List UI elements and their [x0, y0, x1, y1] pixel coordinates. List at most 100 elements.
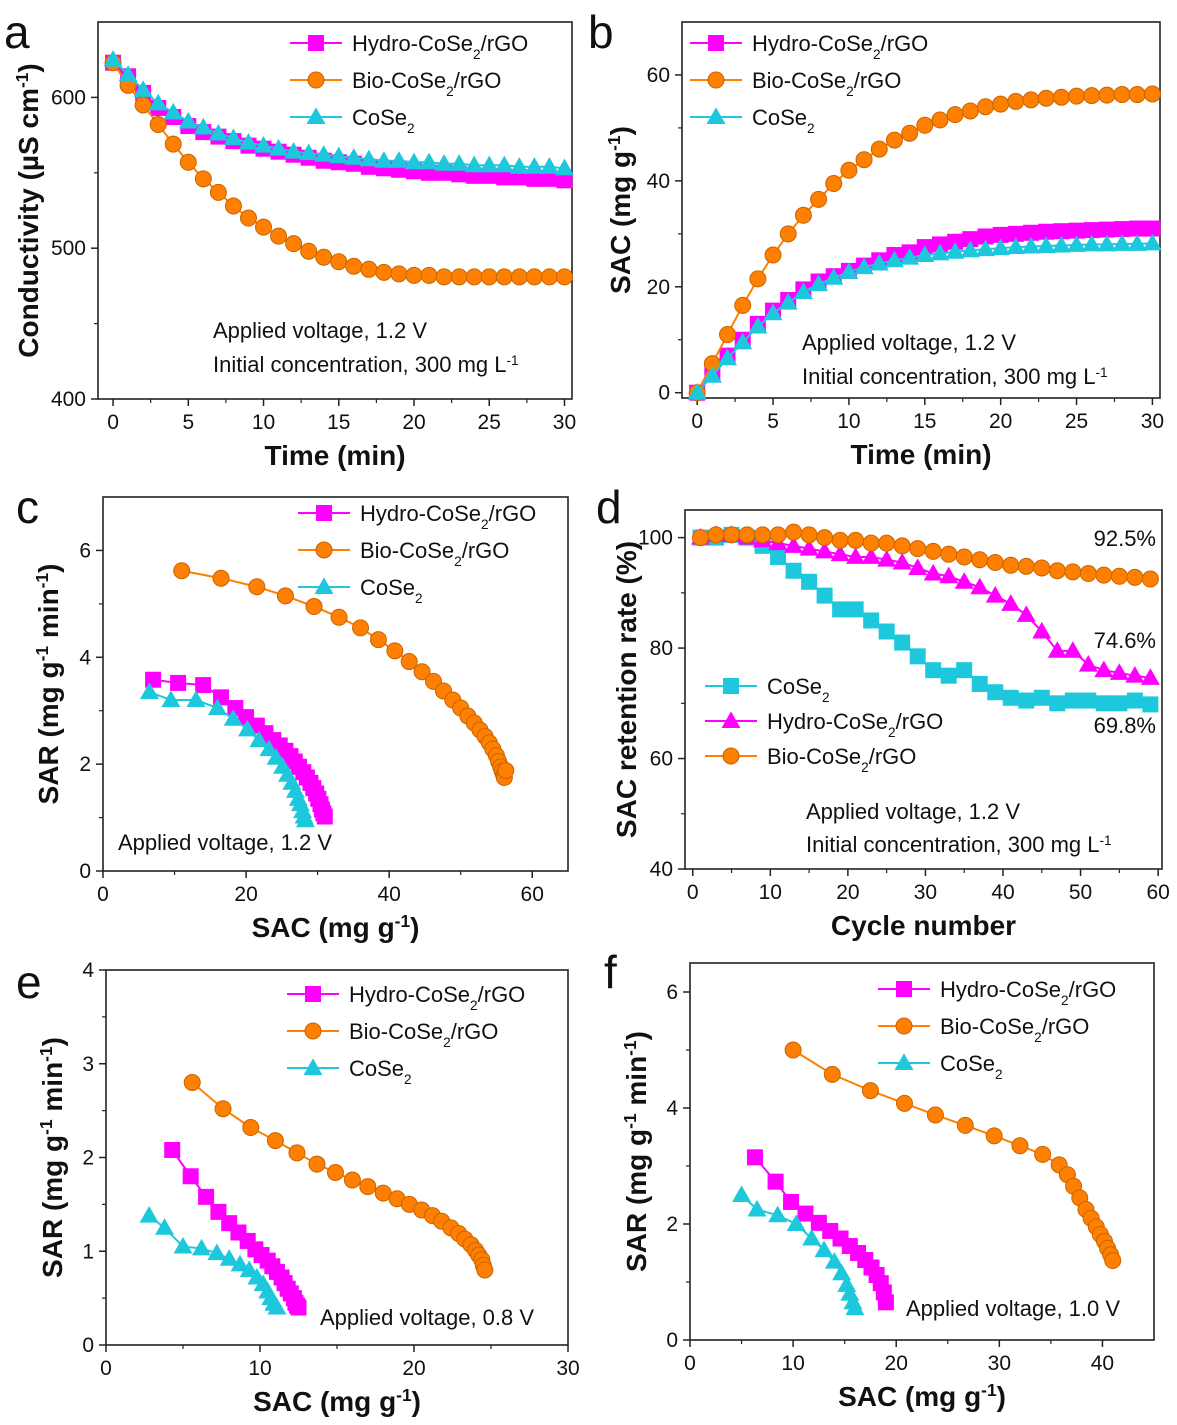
- data-point: [359, 1178, 377, 1196]
- data-point: [847, 601, 864, 618]
- data-point: [738, 526, 756, 544]
- data-point: [778, 293, 798, 310]
- data-point: [118, 65, 138, 82]
- legend-marker: [722, 747, 740, 765]
- data-point: [1097, 234, 1117, 252]
- data-point: [212, 569, 230, 587]
- data-point: [839, 262, 859, 279]
- x-axis-label: SAC (mg g-1): [838, 1380, 1006, 1412]
- series-hydro: [691, 525, 1160, 685]
- legend-label: CoSe2: [767, 674, 830, 705]
- x-tick-label: 40: [377, 883, 400, 906]
- x-tick-label: 30: [988, 1352, 1011, 1375]
- data-point: [419, 152, 439, 170]
- data-point: [239, 1260, 259, 1277]
- data-point: [832, 1263, 852, 1281]
- data-point: [784, 1041, 802, 1059]
- data-point: [1037, 89, 1055, 107]
- data-point: [971, 551, 989, 569]
- legend-label: Bio-CoSe2/rGO: [352, 68, 501, 99]
- data-point: [1126, 568, 1144, 586]
- x-tick-label: 0: [107, 411, 119, 434]
- x-axis-label: SAC (mg g-1): [253, 1385, 421, 1417]
- plot-frame: [97, 21, 573, 400]
- x-tick-label: 25: [1065, 410, 1088, 433]
- y-tick-label: 500: [51, 237, 86, 260]
- data-point: [369, 631, 387, 649]
- data-point: [198, 1188, 215, 1205]
- data-point: [956, 1116, 974, 1134]
- series-hydro: [164, 1142, 307, 1316]
- data-point: [763, 303, 783, 321]
- y-tick-label: 2: [666, 1213, 678, 1236]
- data-point: [1016, 605, 1036, 622]
- x-tick-label: 20: [836, 881, 859, 904]
- data-point: [476, 1261, 494, 1279]
- y-axis-label: SAC (mg g-1): [604, 126, 636, 294]
- series-bio: [104, 54, 573, 286]
- series-cose2: [732, 1185, 865, 1316]
- x-tick-label: 20: [989, 410, 1012, 433]
- data-point: [285, 235, 303, 253]
- series-cose2: [140, 682, 315, 828]
- legend-entry: Hydro-CoSe2/rGO: [705, 709, 943, 740]
- data-point: [434, 154, 454, 171]
- data-point: [816, 587, 833, 604]
- data-point: [223, 709, 243, 726]
- data-point: [861, 1082, 879, 1100]
- data-point: [178, 111, 198, 129]
- data-point: [832, 601, 849, 618]
- legend-marker: [315, 541, 333, 559]
- data-point: [195, 677, 212, 694]
- legend-entry: CoSe2: [690, 105, 815, 136]
- data-point: [155, 1218, 175, 1235]
- data-point: [1127, 234, 1147, 251]
- data-point: [420, 266, 438, 284]
- data-point: [254, 136, 274, 153]
- data-point: [315, 248, 333, 266]
- data-point: [284, 142, 304, 159]
- data-point: [960, 240, 980, 258]
- legend-entry: CoSe2: [705, 674, 830, 705]
- y-axis-label: SAR (mg g-1 min-1): [36, 1037, 68, 1278]
- data-point: [224, 197, 242, 215]
- plot-frame: [681, 21, 1161, 399]
- data-point: [915, 245, 935, 262]
- data-point: [793, 282, 813, 300]
- data-point: [1082, 234, 1102, 252]
- panel-e: 0 10 20 30 0 1 2 3 4 SAC (mg g-1) SAR (mg g-1 min-…: [16, 956, 580, 1417]
- data-point: [823, 1065, 841, 1083]
- data-point: [747, 1199, 767, 1217]
- data-point: [784, 536, 804, 553]
- data-point: [1033, 559, 1051, 577]
- data-point: [390, 265, 408, 283]
- data-point: [133, 80, 153, 97]
- data-point: [732, 1185, 752, 1202]
- data-point: [554, 158, 574, 176]
- data-point: [885, 131, 903, 149]
- data-point: [985, 585, 1005, 603]
- panel-f: 0 10 20 30 40 0 2 4 6 SAC (mg g-1) SAR (mg g-1 min…: [604, 946, 1155, 1412]
- data-point: [389, 151, 409, 168]
- data-point: [329, 146, 349, 164]
- data-point: [326, 1164, 344, 1181]
- data-point: [450, 268, 468, 286]
- data-point: [892, 552, 912, 570]
- data-point: [295, 810, 315, 828]
- data-point: [164, 1142, 181, 1158]
- series-bio: [692, 523, 1159, 588]
- data-point: [985, 1127, 1003, 1145]
- data-point: [1018, 692, 1035, 709]
- y-tick-label: 600: [51, 86, 86, 109]
- data-point: [970, 577, 990, 595]
- panel-c: 0 20 40 60 0 2 4 6 SAC (mg g-1) SAR (mg g-1 min-1…: [16, 481, 569, 943]
- legend-entry: Bio-CoSe2/rGO: [290, 68, 501, 99]
- data-point: [987, 684, 1004, 701]
- y-tick-label: 20: [647, 276, 670, 299]
- data-point: [830, 544, 850, 562]
- data-point: [786, 1214, 806, 1231]
- data-point: [194, 170, 212, 188]
- legend-entry: Hydro-CoSe2/rGO: [290, 31, 528, 62]
- data-point: [164, 135, 182, 153]
